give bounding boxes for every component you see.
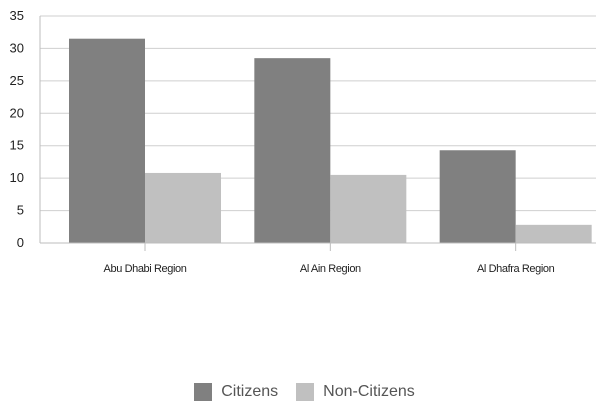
legend-label-citizens: Citizens (221, 383, 279, 400)
bar-non-citizens-2 (515, 224, 592, 243)
y-tick-label-25: 25 (10, 73, 24, 88)
y-tick-label-30: 30 (10, 40, 24, 55)
y-tick-label-10: 10 (10, 170, 24, 185)
x-tick-label-2: Al Dhafra Region (477, 263, 555, 275)
legend-swatch-non-citizens (296, 383, 315, 401)
y-tick-label-20: 20 (10, 105, 24, 120)
bar-citizens-0 (69, 38, 145, 244)
bar-citizens-1 (254, 58, 331, 244)
x-axis-category-labels: Abu Dhabi Region Al Ain Region Al Dhafra R… (104, 243, 555, 275)
y-tick-label-15: 15 (10, 138, 24, 153)
legend: Citizens Non-Citizens (0, 383, 609, 401)
y-tick-label-5: 5 (17, 203, 24, 218)
x-tick-label-0: Abu Dhabi Region (104, 263, 187, 275)
y-tick-label-0: 0 (17, 235, 24, 250)
y-tick-label-35: 35 (10, 8, 24, 23)
legend-label-non-citizens: Non-Citizens (323, 383, 415, 400)
bars (69, 38, 592, 244)
y-axis-tick-labels: 0 5 10 15 20 25 30 35 (10, 8, 24, 250)
bar-non-citizens-0 (145, 172, 221, 243)
bar-citizens-2 (439, 150, 516, 243)
legend-item-non-citizens: Non-Citizens (296, 383, 415, 401)
x-tick-label-1: Al Ain Region (300, 263, 361, 275)
legend-swatch-citizens (194, 383, 213, 401)
legend-item-citizens: Citizens (194, 383, 278, 401)
bar-non-citizens-1 (330, 174, 407, 243)
